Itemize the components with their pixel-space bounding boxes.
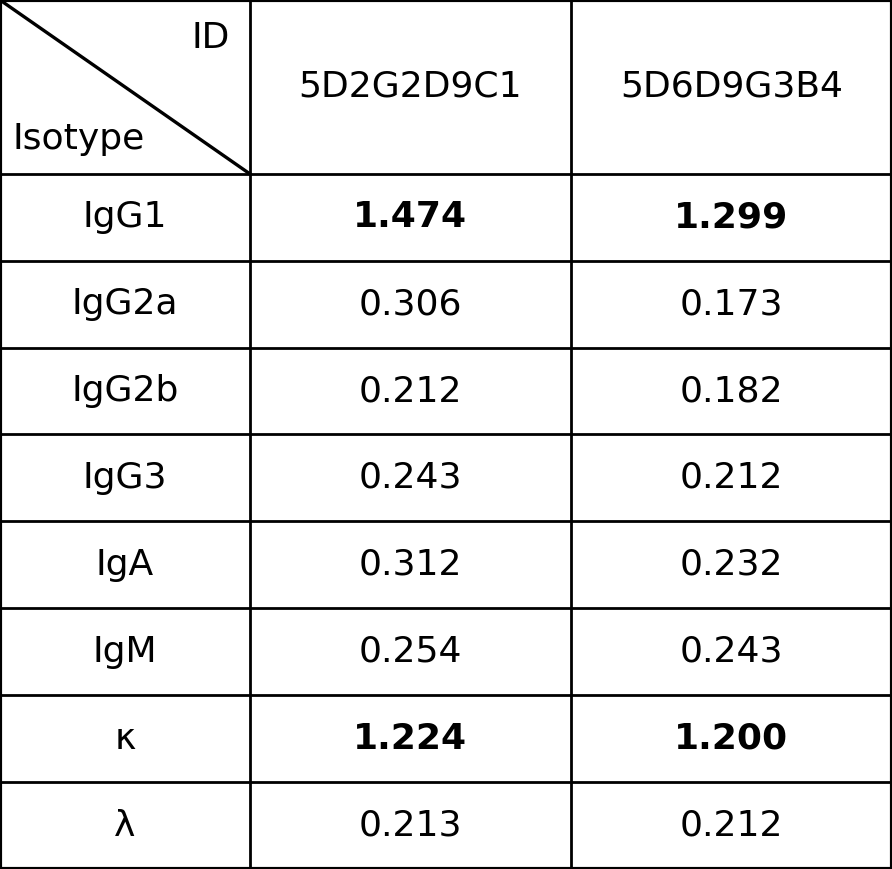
Text: 0.312: 0.312 <box>359 547 462 582</box>
Text: 0.254: 0.254 <box>359 634 462 669</box>
Text: 0.182: 0.182 <box>680 374 783 408</box>
Text: Isotype: Isotype <box>12 123 145 156</box>
Text: 0.232: 0.232 <box>680 547 783 582</box>
Text: IgG2b: IgG2b <box>71 374 178 408</box>
Text: 1.224: 1.224 <box>353 721 467 756</box>
Text: 0.306: 0.306 <box>359 287 462 322</box>
Text: 5D2G2D9C1: 5D2G2D9C1 <box>299 70 522 104</box>
Text: 1.200: 1.200 <box>674 721 789 756</box>
Text: IgG1: IgG1 <box>83 200 167 235</box>
Text: ID: ID <box>192 21 230 55</box>
Text: 1.474: 1.474 <box>353 200 467 235</box>
Text: κ: κ <box>114 721 136 756</box>
Text: IgG3: IgG3 <box>83 461 167 495</box>
Text: 0.212: 0.212 <box>680 808 783 843</box>
Text: IgA: IgA <box>95 547 154 582</box>
Text: IgG2a: IgG2a <box>71 287 178 322</box>
Text: IgM: IgM <box>93 634 157 669</box>
Text: 1.299: 1.299 <box>674 200 789 235</box>
Text: 0.173: 0.173 <box>680 287 783 322</box>
Text: 0.212: 0.212 <box>680 461 783 495</box>
Text: λ: λ <box>114 808 136 843</box>
Text: 5D6D9G3B4: 5D6D9G3B4 <box>620 70 843 104</box>
Text: 0.243: 0.243 <box>359 461 462 495</box>
Text: 0.213: 0.213 <box>359 808 462 843</box>
Text: 0.212: 0.212 <box>359 374 462 408</box>
Text: 0.243: 0.243 <box>680 634 783 669</box>
